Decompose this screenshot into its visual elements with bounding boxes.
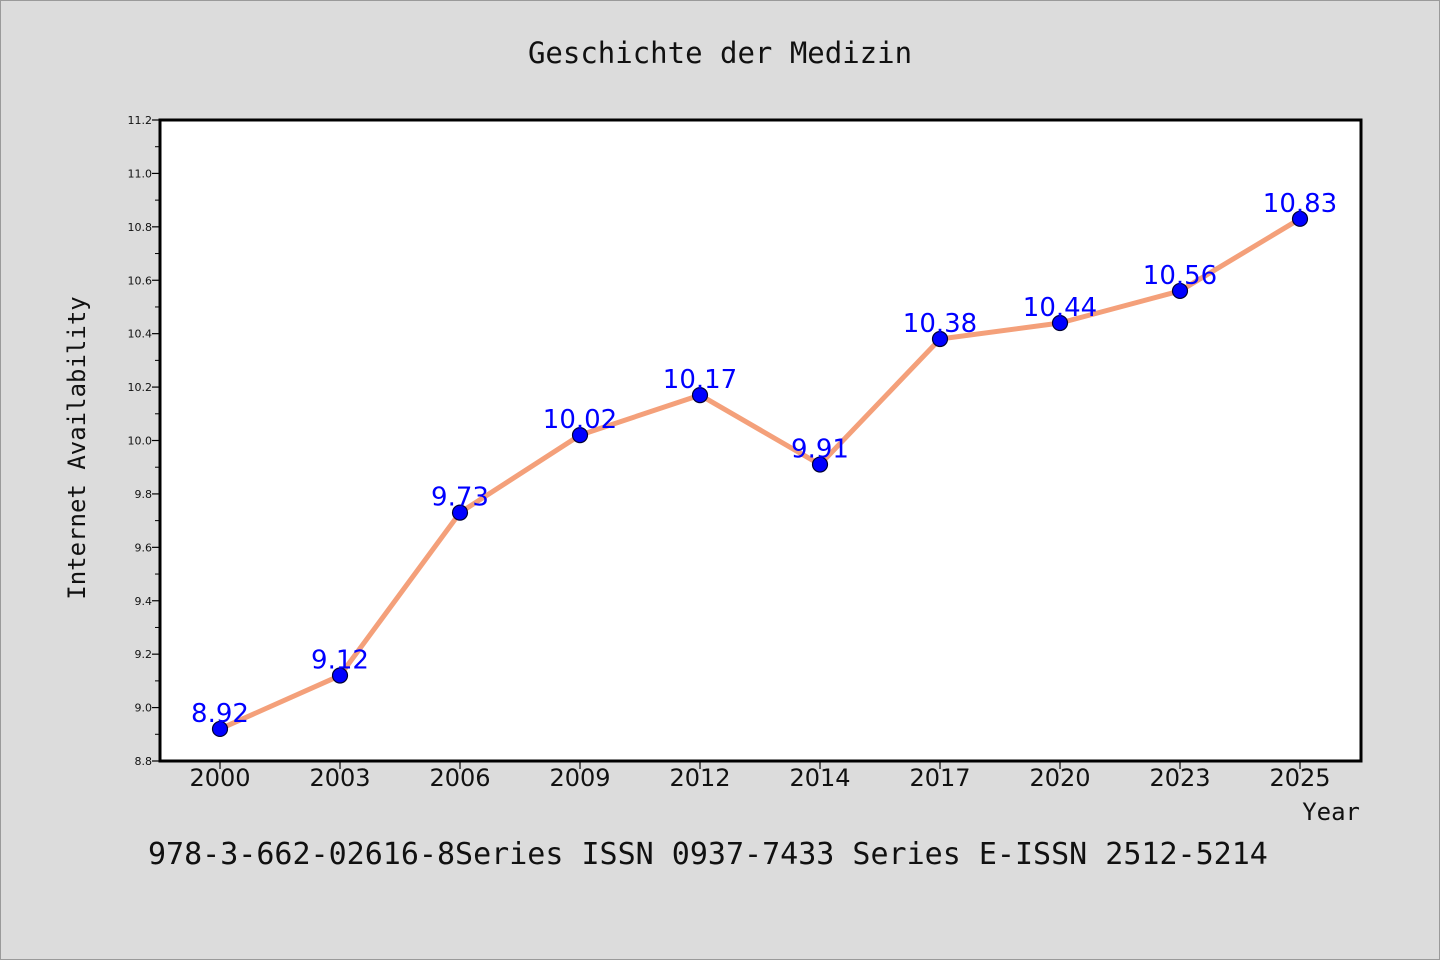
plot-area: [158, 118, 1363, 763]
x-tick-label: 2006: [429, 764, 490, 792]
y-tick-label: 9.8: [135, 488, 153, 501]
footer-text: 978-3-662-02616-8Series ISSN 0937-7433 S…: [148, 837, 1268, 872]
x-tick-label: 2023: [1149, 764, 1210, 792]
y-tick-label: 10.4: [128, 328, 153, 341]
data-label: 10.56: [1143, 261, 1217, 291]
y-tick-label: 10.8: [128, 221, 153, 234]
y-tick-label: 9.0: [135, 702, 153, 715]
data-label: 8.92: [191, 699, 249, 729]
data-point: [691, 386, 709, 404]
x-tick-label: 2020: [1029, 764, 1090, 792]
data-point: [811, 456, 829, 473]
y-tick-label: 10.0: [128, 435, 153, 448]
data-label: 10.38: [903, 309, 977, 339]
data-label: 10.83: [1263, 189, 1337, 219]
x-tick-label: 2017: [909, 764, 970, 792]
data-label: 9.91: [791, 435, 849, 465]
data-point: [1171, 282, 1189, 300]
y-tick-label: 9.6: [135, 541, 153, 554]
data-point: [451, 504, 469, 521]
data-label: 9.73: [431, 483, 489, 513]
y-axis: 8.8 9.0 9.2 9.4 9.6 9.8 10.0 10.2 10.4 10.6 10.8 11…: [128, 114, 160, 768]
x-tick-label: 2000: [189, 764, 250, 792]
data-labels: 8.92 9.12 9.73 10.02 10.17 9.91 10.38 10.44 10.5…: [191, 189, 1337, 729]
x-tick-label: 2012: [669, 764, 730, 792]
data-point: [211, 720, 229, 738]
y-tick-label: 11.0: [128, 167, 153, 180]
x-axis: 2000 2003 2006 2009 2012 2014 2017 2020 2023 2025: [189, 761, 1331, 792]
y-tick-label: 10.2: [128, 381, 153, 394]
x-tick-label: 2009: [549, 764, 610, 792]
y-tick-label: 8.8: [135, 755, 153, 768]
data-point: [331, 667, 349, 684]
data-markers: [211, 210, 1309, 738]
y-tick-label: 9.2: [135, 648, 153, 661]
data-label: 9.12: [311, 646, 369, 676]
data-point: [1051, 314, 1069, 332]
y-tick-label: 9.4: [135, 595, 153, 608]
data-label: 10.17: [663, 365, 737, 395]
data-point: [1291, 210, 1309, 227]
data-label: 10.44: [1023, 293, 1097, 323]
x-tick-label: 2003: [309, 764, 370, 792]
y-tick-label: 11.2: [128, 114, 153, 127]
data-point: [571, 427, 589, 444]
x-tick-label: 2025: [1269, 764, 1330, 792]
chart-title: Geschichte der Medizin: [528, 36, 912, 70]
y-axis-label: Internet Availability: [63, 296, 91, 599]
data-label: 10.02: [543, 405, 617, 435]
data-point: [931, 330, 949, 348]
series-line: [217, 216, 1303, 732]
y-tick-label: 10.6: [128, 274, 153, 287]
x-axis-label: Year: [1302, 798, 1360, 826]
x-tick-label: 2014: [789, 764, 850, 792]
